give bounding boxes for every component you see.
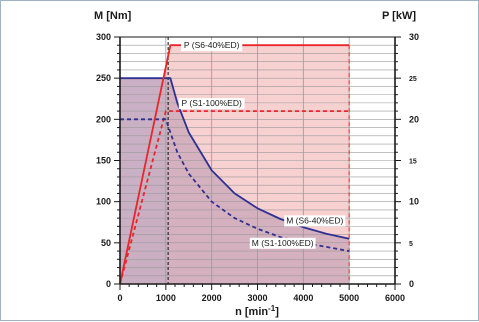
label-power-s6-bg: [181, 40, 243, 52]
y-left-tick-label: 300: [96, 32, 111, 42]
power-s6-line: [119, 44, 350, 285]
torque-curve-area-fill: [120, 78, 350, 284]
label-torque-s1: M (S1-100%ED): [252, 238, 314, 248]
y-right-tick-label: 25: [409, 76, 417, 83]
torque-s1-line: [120, 118, 350, 252]
y-left-axis-title: M [Nm]: [94, 10, 132, 22]
y-right-tick-label: 5: [409, 241, 413, 248]
curves: P (S6-40%ED) P (S1-100%ED) M (S6-40%ED) M (…: [119, 37, 350, 285]
y-right-tick-label: 30: [409, 32, 419, 42]
torque-s6-line: [120, 77, 350, 240]
x-tick-label: 0: [117, 293, 122, 303]
x-tick-label: 1000: [156, 293, 176, 303]
label-power-s6: P (S6-40%ED): [184, 40, 240, 50]
y-right-tick-label: 0: [409, 279, 414, 289]
y-left-tick-label: 100: [96, 197, 111, 207]
y-right-tick-label: 10: [409, 197, 419, 207]
y-left-tick-label: 150: [96, 156, 111, 166]
y-right-tick-label: 15: [409, 159, 417, 166]
x-tick-label: 3000: [247, 293, 267, 303]
y-left-tick-label: 0: [106, 279, 111, 289]
y-left-tick-label: 250: [96, 73, 111, 83]
label-power-s1-bg: [178, 98, 245, 110]
axes: [114, 36, 401, 290]
label-torque-s1-bg: [249, 237, 316, 249]
y-left-tick-label: 50: [101, 238, 111, 248]
x-tick-label: 2000: [202, 293, 222, 303]
x-tick-label: 4000: [293, 293, 313, 303]
x-tick-label: 5000: [339, 293, 359, 303]
x-tick-label: 6000: [385, 293, 405, 303]
label-power-s1: P (S1-100%ED): [182, 98, 242, 108]
label-torque-s6: M (S6-40%ED): [286, 215, 343, 225]
power-s1-line: [119, 110, 350, 285]
x-axis-title: n [min-1]: [235, 304, 279, 318]
y-left-tick-label: 200: [96, 114, 111, 124]
label-torque-s6-bg: [284, 215, 346, 227]
y-right-tick-label: 20: [409, 114, 419, 124]
y-right-axis-title: P [kW]: [382, 10, 416, 22]
